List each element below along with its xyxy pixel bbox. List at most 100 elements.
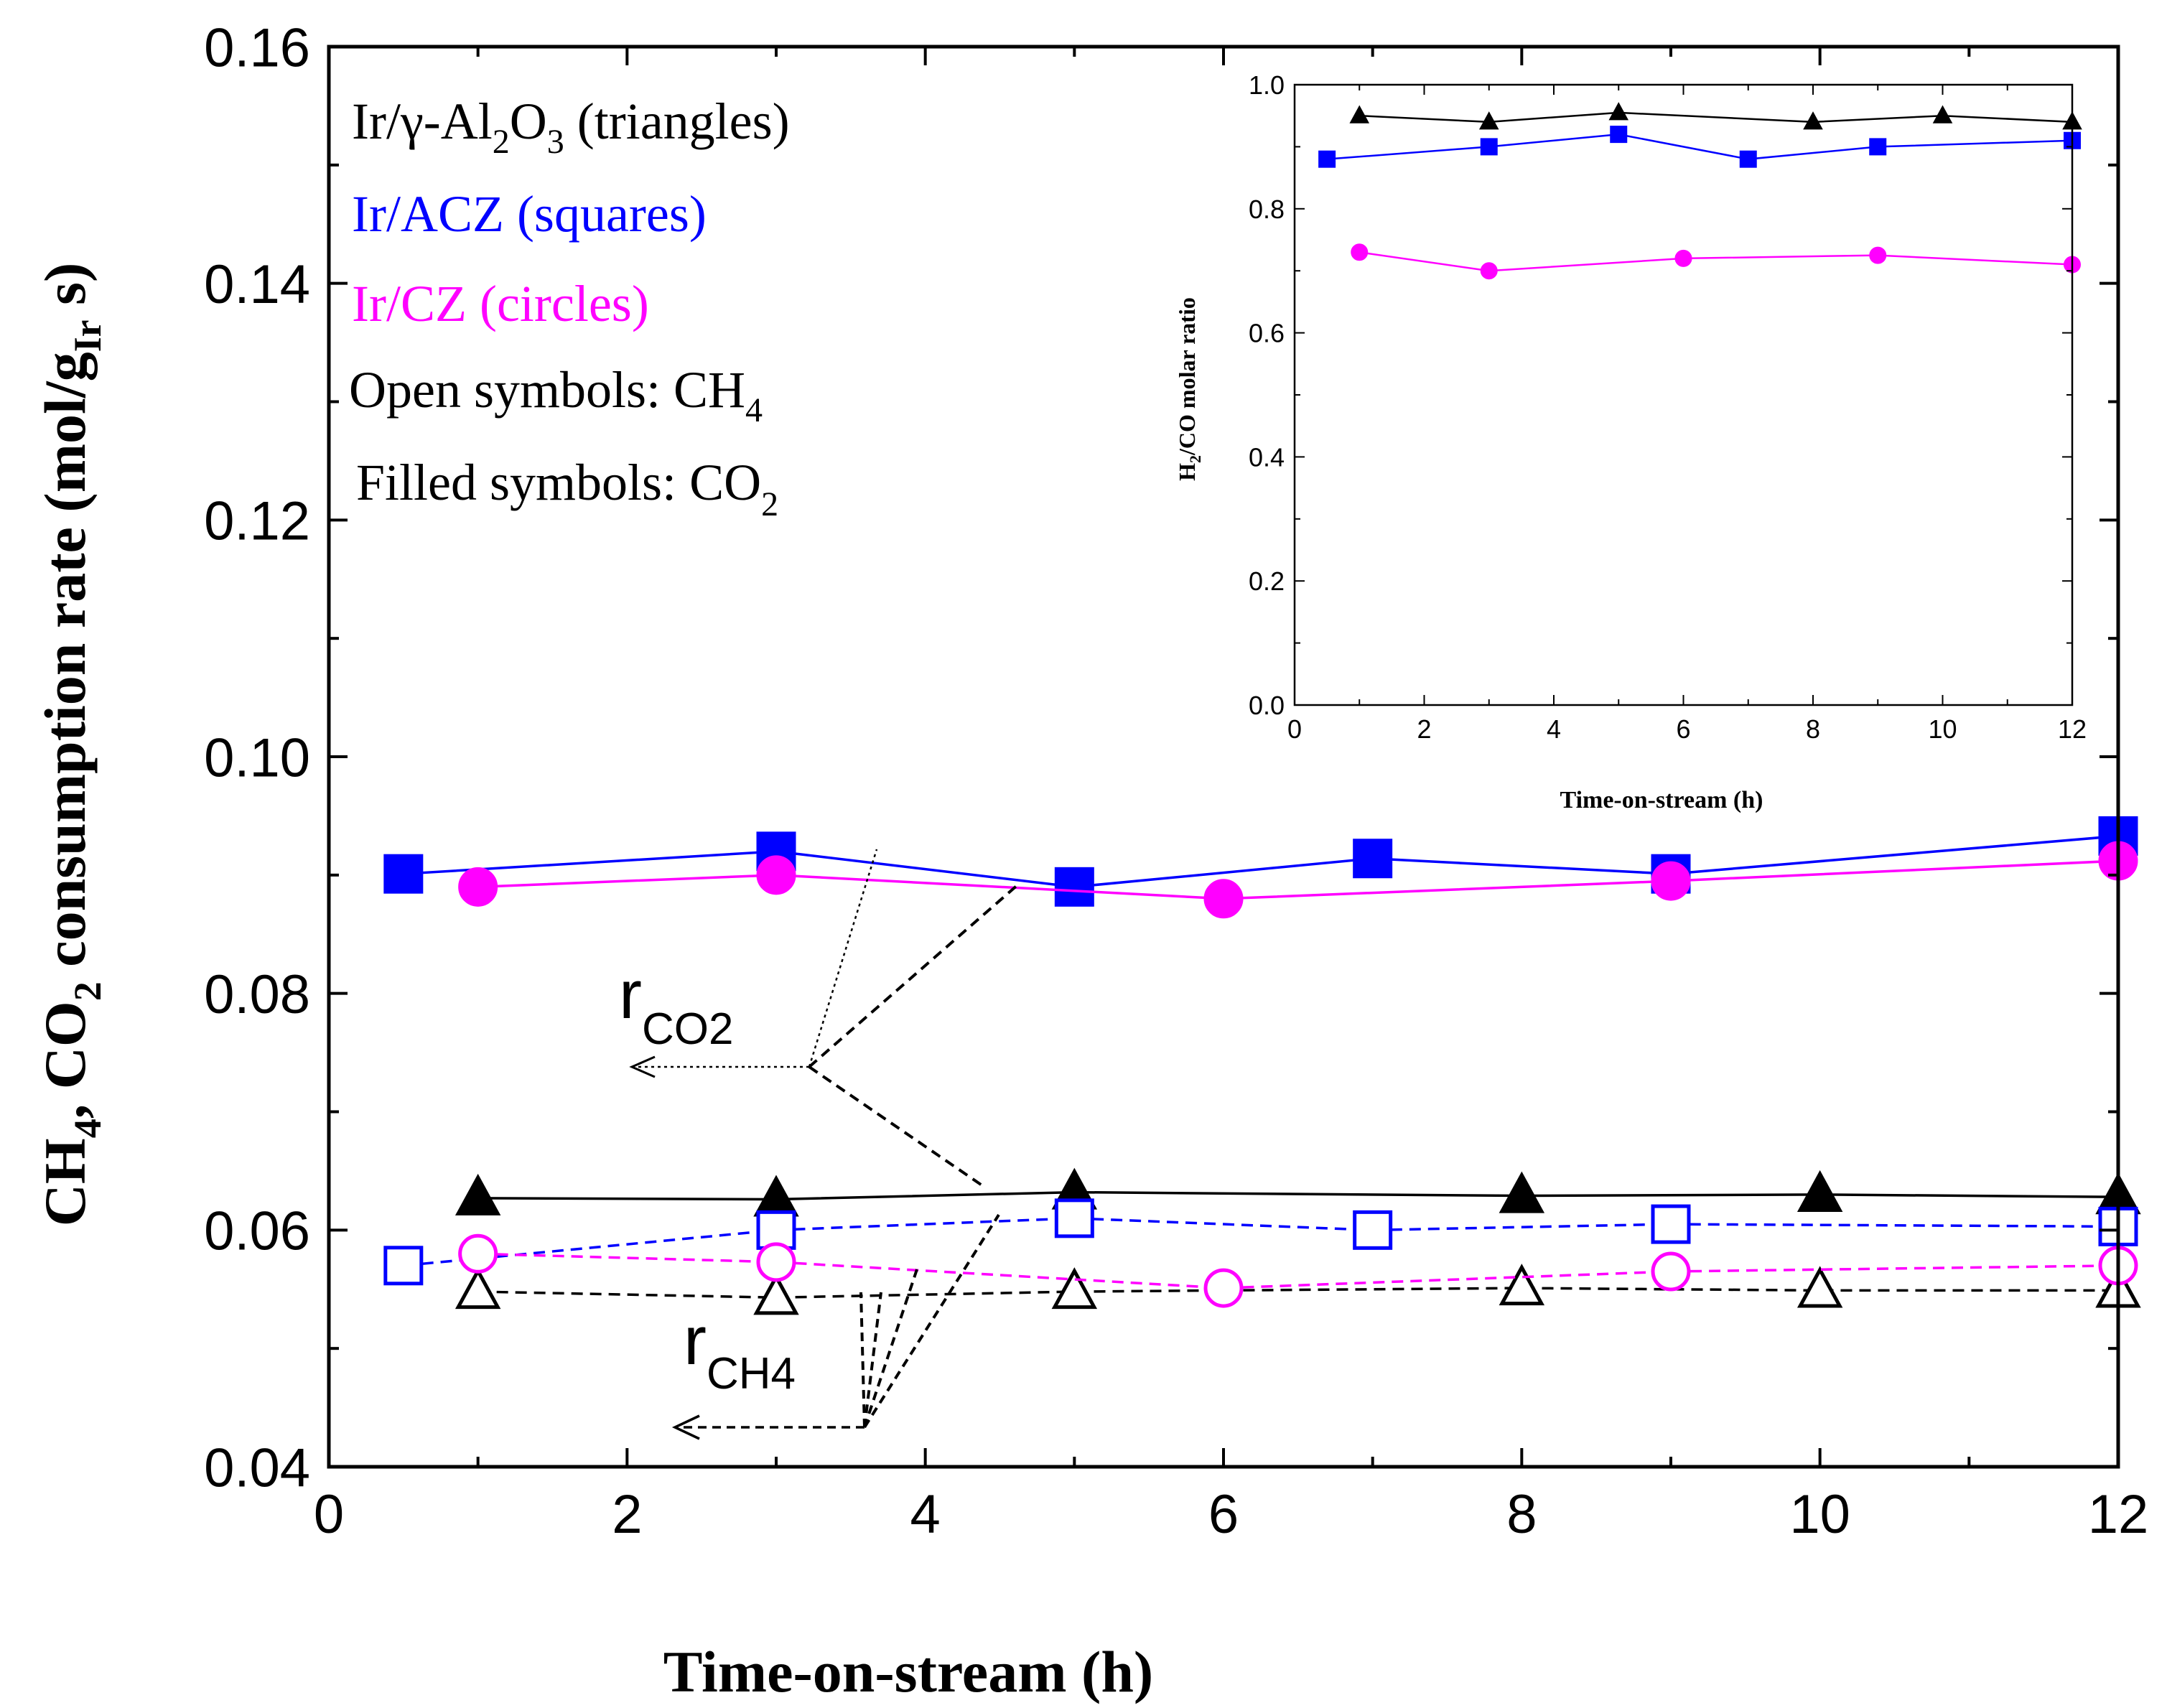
main-series-0-point-4 [1796,1170,1843,1212]
inset-series-1-point-3 [1739,150,1757,168]
main-series-4-point-0 [383,1246,424,1286]
inset-x-tick-label: 4 [1547,714,1561,744]
inset-series-1-point-4 [1869,138,1887,156]
legend-text: Ir/γ-Al2O3 (triangles) Ir/ACZ (squares) … [349,93,790,523]
inset-y-axis-label: H2/CO molar ratio [1174,297,1204,481]
legend-line-circles: Ir/CZ (circles) [352,275,649,332]
inset-x-tick-label: 2 [1417,714,1431,744]
main-series-2-point-3 [1651,861,1691,901]
rch4-leader-4 [863,1213,1000,1429]
main-series-1-point-3 [1353,839,1393,879]
main-series-3-point-4 [1796,1266,1843,1308]
inset-series-2-point-0 [1351,243,1369,261]
inset-x-tick-label: 6 [1676,714,1690,744]
inset-x-tick-label: 10 [1928,714,1957,744]
inset-series-2 [1351,243,2081,280]
inset-series-line-1 [1327,133,2073,160]
inset-series-0-point-0 [1349,105,1370,123]
main-series-3-point-2 [1051,1267,1098,1310]
rco2-arrow-head [629,1055,656,1078]
main-series-5 [458,1233,2138,1308]
main-y-tick-label: 0.10 [204,727,310,788]
inset-y-tick-label: 0.2 [1249,566,1285,596]
inset-series-0-point-1 [1478,111,1499,130]
main-y-tick-label: 0.14 [204,254,310,315]
inset-axes: 0 2 4 6 8 10 12 0.0 0.2 0.4 0.6 0.8 1.0 [1249,70,2087,744]
main-series-0-point-0 [455,1173,501,1215]
inset-x-tick-label: 8 [1806,714,1820,744]
inset-series-2-point-1 [1480,262,1498,280]
main-series-3-point-1 [753,1273,799,1315]
inset-y-tick-label: 0.6 [1249,319,1285,348]
main-x-tick-label: 12 [2088,1484,2149,1545]
legend-line-filled-symbols: Filled symbols: CO2 [356,454,778,523]
main-chart: 0 2 4 6 8 10 120.040.060.080.100.120.140.16 Ir… [32,17,2148,1704]
inset-series-2-point-2 [1674,249,1692,267]
inset-y-tick-label: 0.8 [1249,195,1285,224]
rco2-leader-dotted [808,849,878,1068]
rco2-leader-dashed-lower [808,1065,987,1189]
rco2-leader-dashed-upper [808,883,1020,1068]
inset-series-layer [1318,102,2082,280]
inset-series-2-point-3 [1869,246,1887,264]
legend-line-triangles: Ir/γ-Al2O3 (triangles) [352,93,790,161]
main-series-1-point-2 [1054,867,1094,907]
main-series-line-4 [403,1217,2119,1267]
main-x-tick-label: 0 [314,1484,344,1545]
inset-series-0-point-2 [1608,102,1629,121]
inset-series-1-point-1 [1480,138,1498,156]
inset-series-line-0 [1359,111,2073,123]
inset-series-1-point-2 [1610,126,1628,144]
main-series-3 [455,1264,2141,1315]
legend-line-open-symbols: Open symbols: CH4 [349,361,763,429]
main-y-tick-label: 0.04 [204,1437,310,1498]
inset-y-tick-label: 1.0 [1249,70,1285,100]
rch4-leader-1 [859,1292,866,1428]
main-series-4 [383,1198,2138,1286]
annotation-rco2: rCO2 [619,956,733,1054]
main-series-5-point-1 [756,1242,796,1282]
main-series-1-point-0 [383,854,424,894]
inset-y-tick-label: 0.0 [1249,691,1285,720]
annotation-rch4: rCH4 [684,1302,796,1399]
main-series-4-point-3 [1353,1210,1393,1250]
main-y-tick-label: 0.08 [204,964,310,1025]
main-series-line-0 [477,1190,2119,1201]
main-y-tick-label: 0.06 [204,1201,310,1262]
rch4-arrow-head [671,1414,700,1440]
main-series-5-point-2 [1203,1268,1244,1308]
main-series-2-point-0 [458,867,498,907]
legend-line-squares: Ir/ACZ (squares) [352,185,707,243]
main-axes: 0 2 4 6 8 10 120.040.060.080.100.120.140.16 [204,17,2148,1545]
main-series-2-point-1 [756,855,796,895]
inset-series-0-point-4 [1932,105,1953,123]
main-series-2-point-2 [1203,879,1244,919]
main-series-0-point-3 [1499,1171,1545,1213]
annotation-arrows [629,849,1020,1440]
main-series-4-point-2 [1054,1198,1094,1238]
main-series-5-point-0 [458,1233,498,1274]
main-series-line-1 [403,834,2119,889]
main-x-tick-label: 8 [1506,1484,1537,1545]
main-series-layer [383,816,2141,1315]
inset-chart: 0 2 4 6 8 10 12 0.0 0.2 0.4 0.6 0.8 1.0 Time-on-stre… [1174,70,2087,813]
main-y-tick-label: 0.12 [204,491,310,552]
main-y-axis-label: CH4, CO2 consumption rate (mol/gIr s) [32,263,109,1227]
main-x-tick-label: 2 [612,1484,642,1545]
main-series-3-point-0 [455,1267,501,1310]
rch4-leader-2 [863,1292,882,1428]
main-series-4-point-4 [1651,1204,1691,1244]
inset-x-tick-label: 12 [2058,714,2087,744]
inset-x-tick-label: 0 [1287,714,1302,744]
inset-x-axis-label: Time-on-stream (h) [1560,787,1763,813]
main-series-5-point-3 [1651,1251,1691,1292]
main-x-tick-label: 4 [910,1484,941,1545]
main-series-3-point-3 [1499,1264,1545,1306]
main-y-tick-label: 0.16 [204,17,310,78]
main-x-tick-label: 10 [1789,1484,1850,1545]
main-x-tick-label: 6 [1208,1484,1239,1545]
inset-series-1-point-0 [1318,150,1336,168]
main-series-0 [455,1167,2141,1217]
